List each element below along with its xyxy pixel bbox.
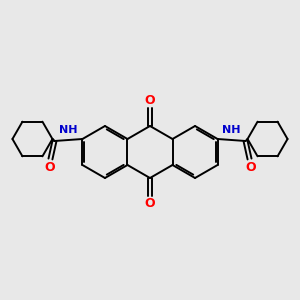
Text: O: O	[245, 161, 256, 174]
Text: NH: NH	[59, 125, 78, 135]
Text: NH: NH	[222, 125, 241, 135]
Text: O: O	[44, 161, 55, 174]
Text: O: O	[145, 197, 155, 210]
Text: O: O	[145, 94, 155, 107]
